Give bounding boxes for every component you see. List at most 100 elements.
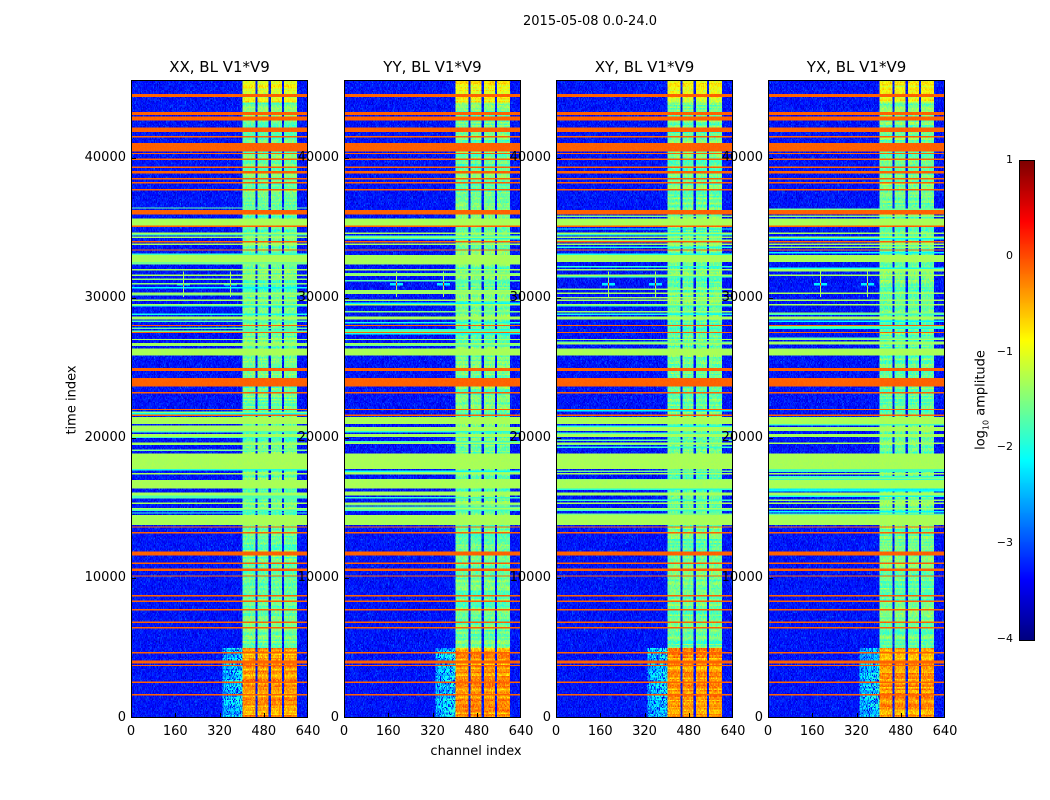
x-tick-label: 640 <box>720 724 746 739</box>
x-tick-label: 320 <box>420 724 445 739</box>
y-axis-label: time index <box>64 365 80 435</box>
y-tick <box>131 438 136 440</box>
y-tick-label: 20000 <box>721 430 763 446</box>
colorbar-label-sub: 10 <box>981 419 991 431</box>
x-tick <box>344 713 345 718</box>
figure-title: 2015-05-08 0.0-24.0 <box>523 14 657 29</box>
heatmap-panel: XX, BL V1*V9 0 160 320 480 640 0 10000 20000 3000… <box>85 58 321 739</box>
heatmap-panel: YX, BL V1*V9 0 160 320 480 640 0 10000 20000 3000… <box>722 58 958 739</box>
colorbar-tick-label: −2 <box>996 440 1013 454</box>
colorbar-tick-label: −4 <box>996 632 1013 645</box>
y-tick-label: 0 <box>117 710 126 725</box>
x-tick-label: 160 <box>375 724 401 739</box>
y-tick <box>768 578 773 580</box>
x-tick <box>432 713 434 718</box>
y-tick-label: 40000 <box>297 150 339 166</box>
y-tick <box>131 578 136 580</box>
panel-title: YY, BL V1*V9 <box>383 58 482 76</box>
x-axis-label: channel index <box>430 744 522 759</box>
y-tick <box>768 717 773 718</box>
y-tick-label: 10000 <box>721 570 763 586</box>
colorbar-label-suffix: amplitude <box>973 350 989 420</box>
y-tick-label: 0 <box>330 710 339 725</box>
x-tick-label: 0 <box>126 724 136 739</box>
y-tick-label: 0 <box>542 710 551 725</box>
y-tick <box>131 158 136 160</box>
heatmap-image <box>131 80 308 718</box>
y-tick <box>556 158 561 160</box>
x-tick <box>476 713 478 718</box>
panel-title: YX, BL V1*V9 <box>806 58 907 76</box>
x-tick-label: 320 <box>632 724 657 739</box>
y-tick <box>768 438 773 440</box>
y-tick <box>768 158 773 160</box>
x-tick <box>520 713 521 718</box>
x-tick <box>856 713 858 718</box>
x-tick-label: 160 <box>799 724 825 739</box>
x-tick-label: 160 <box>162 724 188 739</box>
y-tick-label: 30000 <box>297 290 339 306</box>
y-tick-label: 20000 <box>297 430 339 446</box>
y-tick <box>768 298 773 300</box>
y-tick <box>131 298 136 300</box>
x-tick <box>263 713 265 718</box>
x-tick-label: 0 <box>763 724 773 739</box>
heatmap-panel: YY, BL V1*V9 0 160 320 480 640 0 10000 20000 3000… <box>298 58 534 739</box>
colorbar-label: log10 amplitude <box>974 350 991 450</box>
x-tick <box>556 713 557 718</box>
y-tick-label: 30000 <box>721 290 763 306</box>
x-tick <box>644 713 646 718</box>
x-tick-label: 160 <box>587 724 613 739</box>
x-tick-label: 480 <box>464 724 490 739</box>
colorbar-label-prefix: log <box>973 430 989 450</box>
x-tick <box>732 713 733 718</box>
colorbar-tick-label: −3 <box>996 536 1013 550</box>
y-tick-label: 20000 <box>84 430 126 446</box>
x-tick <box>175 713 177 718</box>
heatmap-panel: XY, BL V1*V9 0 160 320 480 640 0 10000 20000 3000… <box>510 58 746 739</box>
x-tick-label: 480 <box>888 724 914 739</box>
y-tick <box>344 717 349 718</box>
y-tick <box>344 298 349 300</box>
x-tick-label: 480 <box>251 724 277 739</box>
x-tick <box>812 713 814 718</box>
x-tick-label: 0 <box>339 724 349 739</box>
x-tick <box>131 713 132 718</box>
y-tick-label: 10000 <box>297 570 339 586</box>
x-tick <box>600 713 602 718</box>
panel-title: XX, BL V1*V9 <box>169 58 270 76</box>
y-tick <box>556 578 561 580</box>
heatmap-image <box>556 80 733 718</box>
panel-title: XY, BL V1*V9 <box>594 58 695 76</box>
x-tick <box>900 713 902 718</box>
x-tick-label: 0 <box>551 724 561 739</box>
y-tick <box>344 578 349 580</box>
x-tick-label: 640 <box>295 724 321 739</box>
x-tick-label: 640 <box>932 724 958 739</box>
y-tick <box>556 298 561 300</box>
y-tick <box>556 717 561 718</box>
y-tick-label: 30000 <box>509 290 551 306</box>
x-tick <box>944 713 945 718</box>
y-tick <box>344 438 349 440</box>
y-tick-label: 10000 <box>84 570 126 586</box>
colorbar <box>1019 160 1035 641</box>
x-tick <box>688 713 690 718</box>
heatmap-image <box>344 80 521 718</box>
x-tick <box>388 713 390 718</box>
y-tick-label: 10000 <box>509 570 551 586</box>
x-tick-label: 320 <box>207 724 232 739</box>
colorbar-tick-label: 1 <box>1006 153 1013 166</box>
y-tick-label: 40000 <box>509 150 551 166</box>
colorbar-tick-label: 0 <box>1006 248 1013 262</box>
x-tick-label: 320 <box>844 724 869 739</box>
y-tick <box>556 438 561 440</box>
y-tick-label: 20000 <box>509 430 551 446</box>
y-tick-label: 0 <box>754 710 763 725</box>
x-tick <box>307 713 308 718</box>
y-tick-label: 30000 <box>84 290 126 306</box>
y-tick-label: 40000 <box>84 150 126 166</box>
x-tick-label: 480 <box>676 724 702 739</box>
y-tick-label: 40000 <box>721 150 763 166</box>
y-tick <box>344 158 349 160</box>
